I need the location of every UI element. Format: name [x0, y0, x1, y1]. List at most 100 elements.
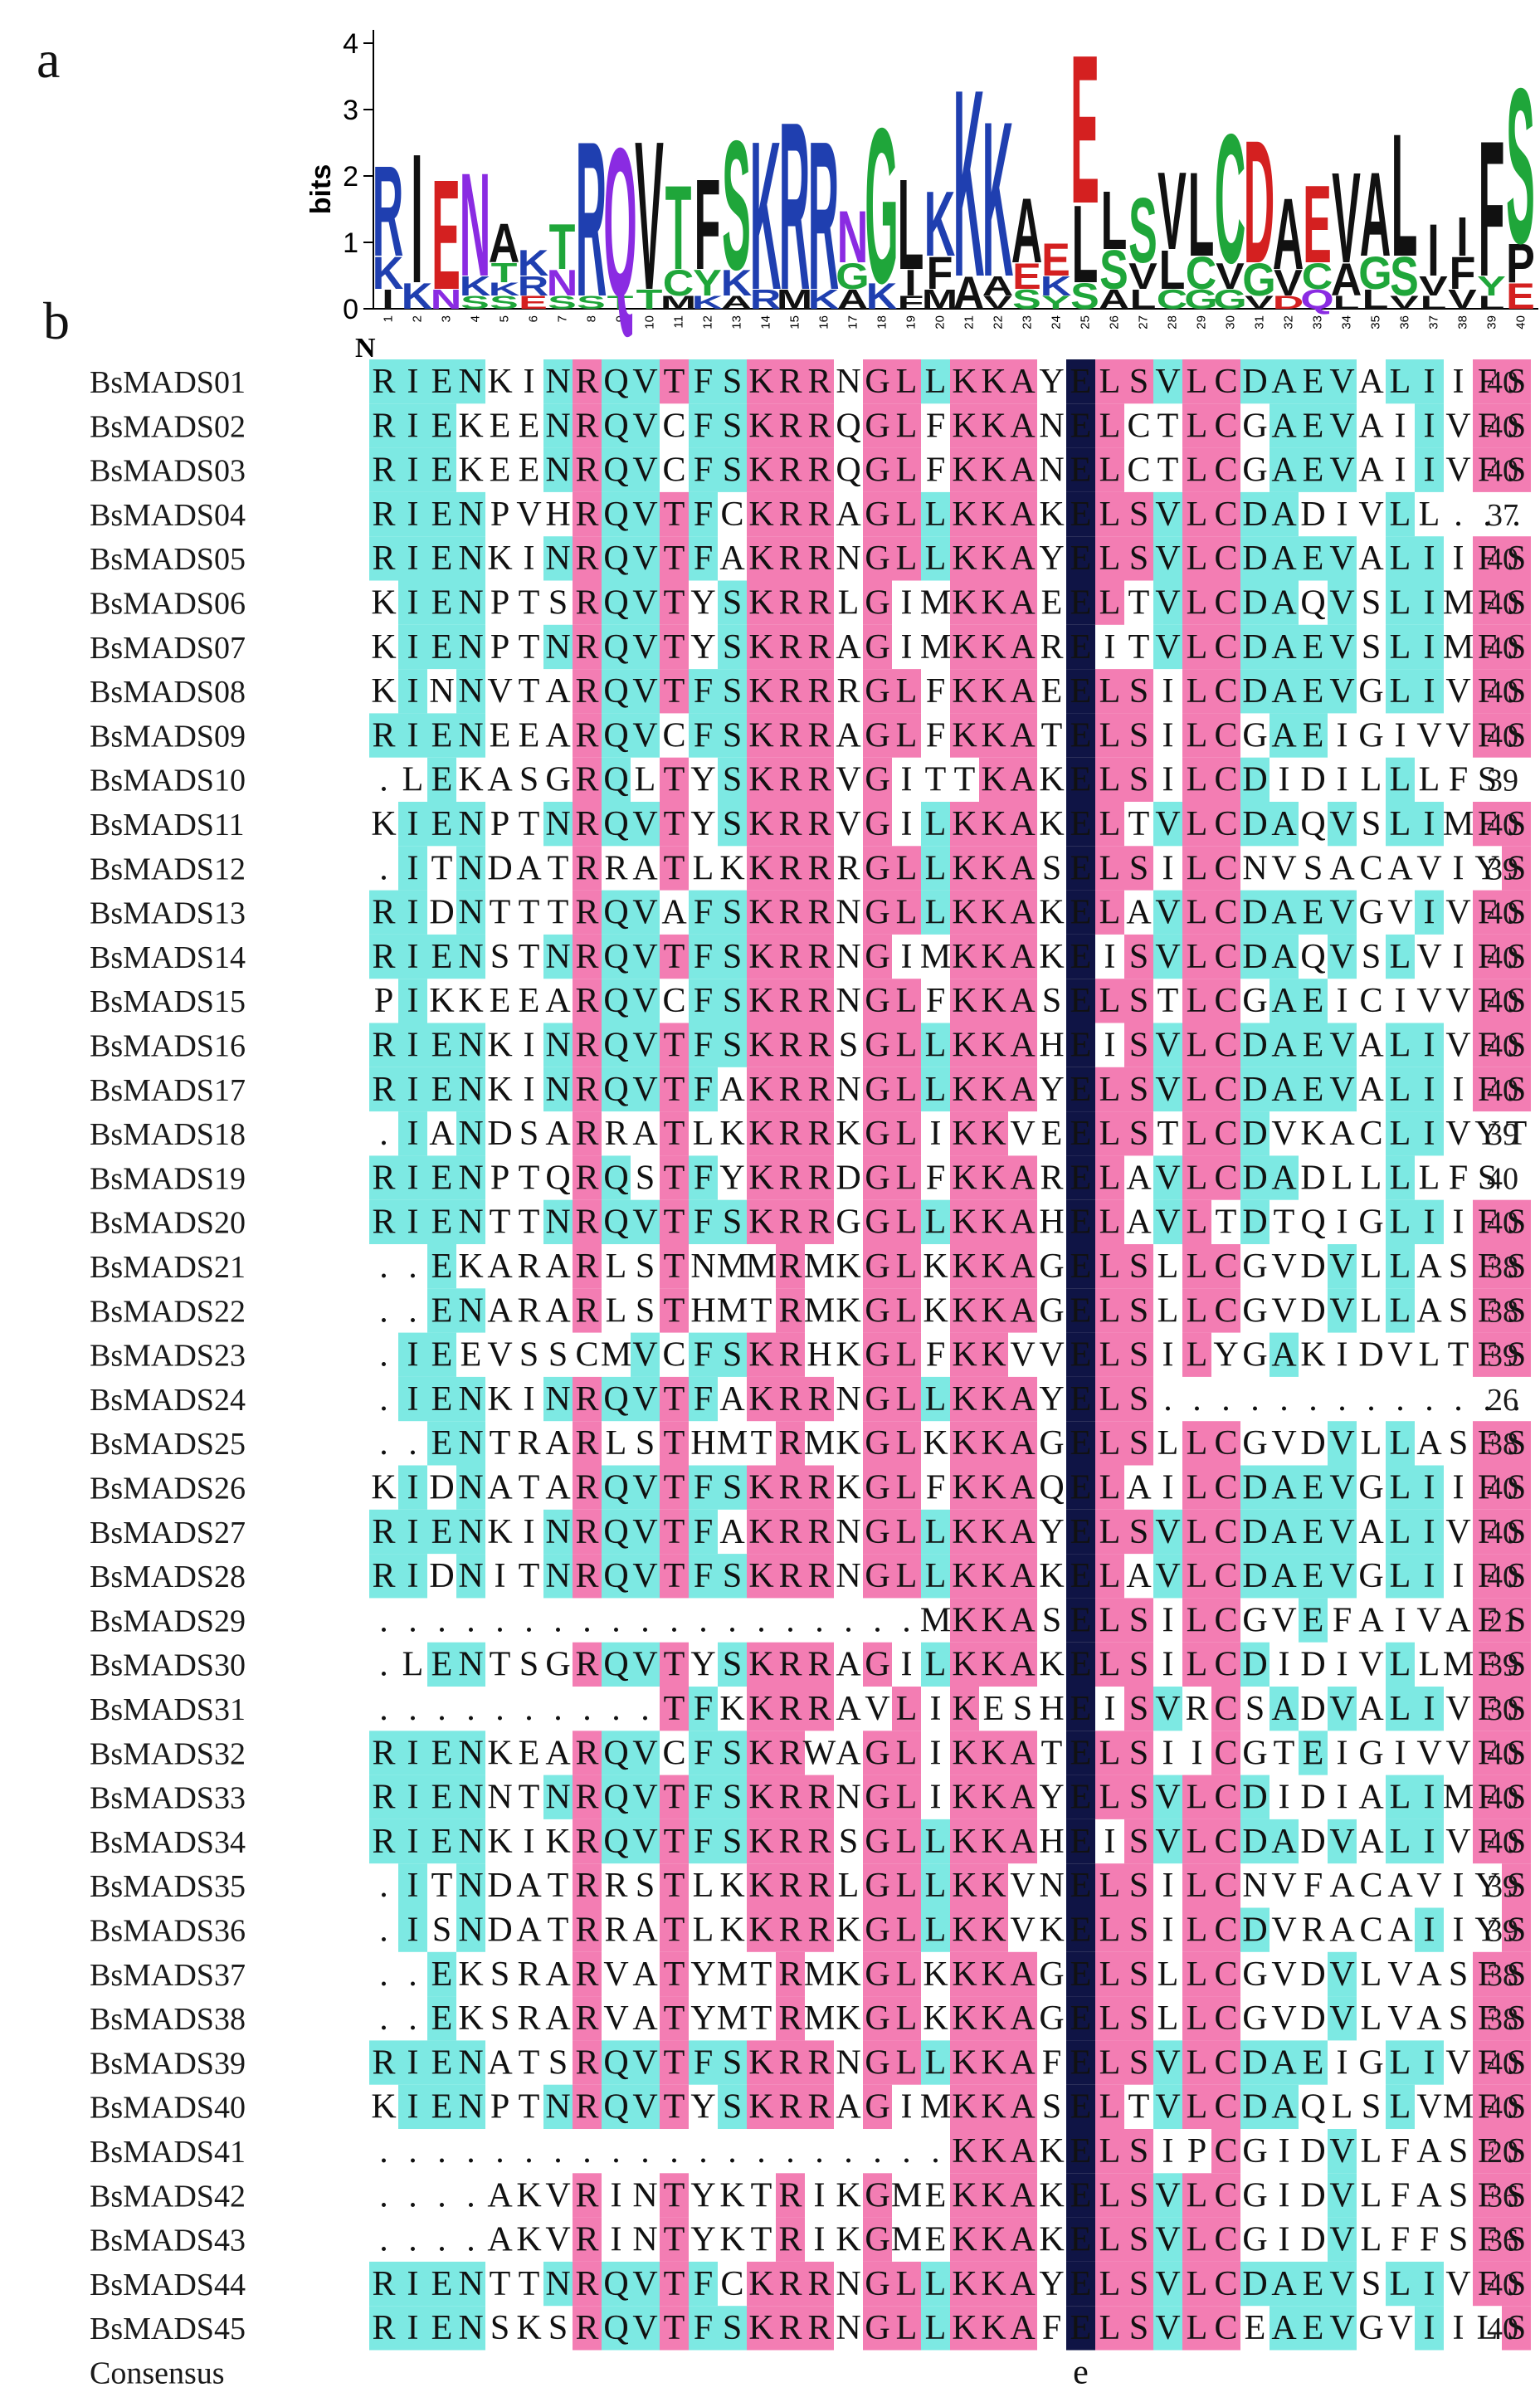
residue: T [490, 1204, 511, 1242]
residue: R [372, 1734, 395, 1772]
residue: I [524, 1513, 535, 1551]
residue: D [487, 1867, 512, 1905]
residue: L [925, 2043, 947, 2082]
residue: E [1070, 1247, 1092, 1286]
residue: D [1242, 761, 1267, 799]
residue: V [1155, 805, 1180, 843]
residue: R [807, 982, 831, 1020]
residue: L [1099, 1999, 1121, 2038]
residue: I [407, 1779, 419, 1817]
residue: T [664, 1955, 685, 1994]
residue: K [952, 584, 977, 622]
residue: T [664, 1424, 685, 1462]
residue: . [1338, 1380, 1347, 1418]
sequence-name: BsMADS33 [90, 1781, 246, 1816]
residue: Q [603, 1734, 628, 1772]
residue: R [575, 2043, 598, 2082]
sequence-name: BsMADS40 [90, 2091, 246, 2126]
residue: M [891, 2221, 922, 2259]
residue: V [632, 1646, 657, 1684]
residue: I [901, 1646, 913, 1684]
residue: R [575, 363, 598, 401]
residue: E [519, 716, 540, 754]
residue: N [458, 1779, 483, 1817]
residue: I [1279, 2221, 1290, 2259]
residue: L [1099, 1734, 1121, 1772]
sequence-name: BsMADS07 [90, 631, 246, 666]
residue: C [662, 452, 685, 490]
residue: . [437, 2132, 446, 2170]
residue: N [836, 540, 860, 578]
residue: L [1361, 1999, 1382, 2038]
residue: A [487, 2176, 513, 2214]
residue: T [664, 540, 685, 578]
residue: Q [603, 1027, 628, 1065]
residue: L [1390, 1823, 1411, 1861]
residue: R [575, 1469, 598, 1507]
residue: L [1390, 1027, 1411, 1065]
residue: D [487, 849, 512, 887]
residue: R [807, 894, 831, 932]
residue: R [372, 1204, 395, 1242]
residue: I [1162, 1336, 1174, 1374]
residue: L [402, 1646, 424, 1684]
residue: D [1242, 1027, 1267, 1065]
residue: I [1337, 1734, 1348, 1772]
residue: M [920, 628, 951, 666]
residue: . [1163, 1380, 1172, 1418]
residue: I [1337, 716, 1348, 754]
residue: F [926, 982, 945, 1020]
residue: I [407, 2309, 419, 2347]
residue: L [1419, 761, 1440, 799]
residue: L [1390, 1291, 1411, 1330]
sequence-length: 40 [1487, 409, 1518, 444]
sequence-name: BsMADS20 [90, 1206, 246, 1241]
residue: K [487, 1513, 512, 1551]
residue: R [778, 1690, 802, 1728]
residue: A [719, 1380, 745, 1418]
residue: P [490, 628, 509, 666]
residue: T [664, 761, 685, 799]
residue: M [717, 1955, 748, 1994]
residue: . [379, 1380, 388, 1418]
residue: L [1390, 584, 1411, 622]
residue: R [778, 1115, 802, 1153]
residue: E [1303, 540, 1324, 578]
residue: . [437, 1690, 446, 1728]
residue: E [1303, 407, 1324, 445]
residue: K [952, 2221, 977, 2259]
residue: N [458, 2088, 483, 2126]
residue: D [1300, 1955, 1325, 1994]
alignment-row: BsMADS39 R I E N A T S R Q V T F S K R R N G L L K K A F E L S V L C D A… [90, 2040, 1531, 2085]
residue: H [807, 1336, 831, 1374]
residue: A [1271, 1027, 1297, 1065]
residue: K [952, 1867, 977, 1905]
residue: V [1416, 1734, 1441, 1772]
residue: L [1157, 1424, 1179, 1462]
residue: K [981, 1380, 1006, 1418]
residue: E [431, 496, 453, 534]
residue: E [1303, 452, 1324, 490]
residue: S [723, 1204, 742, 1242]
residue: Q [603, 1513, 628, 1551]
residue: N [836, 1779, 860, 1817]
residue: Q [603, 407, 628, 445]
residue: K [836, 2176, 860, 2214]
residue: V [487, 1336, 512, 1374]
residue: E [1070, 1601, 1092, 1639]
residue: R [807, 761, 831, 799]
residue: K [981, 1999, 1006, 2038]
residue: S [1129, 2043, 1148, 2082]
residue: L [1390, 2043, 1411, 2082]
residue: A [1271, 938, 1297, 976]
sequence-length: 40 [1487, 1825, 1518, 1860]
residue: V [1358, 1646, 1383, 1684]
residue: S [1449, 1291, 1468, 1330]
residue: K [748, 2088, 773, 2126]
residue: S [723, 716, 742, 754]
residue: A [632, 1115, 658, 1153]
residue: R [778, 2221, 802, 2259]
residue: . [379, 1646, 388, 1684]
residue: I [1453, 1911, 1464, 1950]
residue: S [1129, 496, 1148, 534]
